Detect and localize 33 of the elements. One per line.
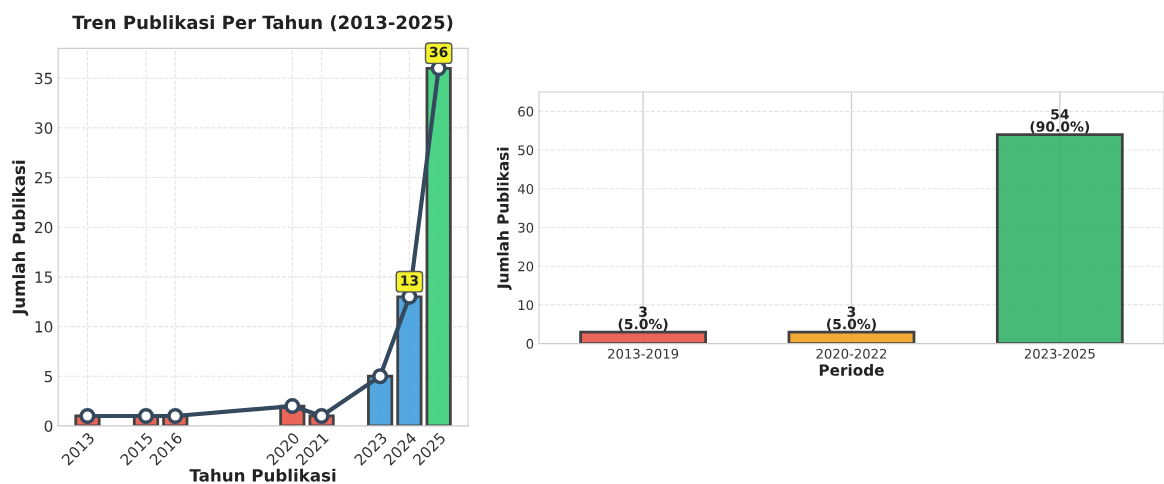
x-tick-label: 2020-2022 <box>816 348 887 359</box>
data-label: 36 <box>429 46 448 58</box>
data-label: 54 (90.0%) <box>1030 109 1090 134</box>
y-tick-label: 40 <box>517 183 534 194</box>
x-tick-label: 2013-2019 <box>608 348 679 359</box>
y-tick-label: 0 <box>526 338 534 349</box>
y-tick-label: 35 <box>35 72 52 85</box>
y-tick-label: 60 <box>518 106 534 117</box>
y-tick-label: 50 <box>518 145 534 156</box>
chart-title: Tren Publikasi Per Tahun (2013-2025) <box>72 15 453 32</box>
data-label: 13 <box>401 275 418 286</box>
y-axis-title: Jumlah Publikasi <box>12 160 29 316</box>
y-tick-label: 5 <box>44 370 52 383</box>
point <box>372 368 389 385</box>
y-tick-label: 25 <box>35 172 52 184</box>
point <box>138 407 154 424</box>
x-axis-title: Tahun Publikasi <box>189 468 336 482</box>
y-tick-label: 10 <box>518 300 534 311</box>
y-tick-label: 30 <box>35 122 53 134</box>
y-tick-label: 0 <box>44 420 53 432</box>
point <box>313 407 330 424</box>
x-tick-label: 2023-2025 <box>1024 348 1095 359</box>
data-label: 3 (5.0%) <box>618 306 668 331</box>
point <box>79 407 96 424</box>
y-tick-label: 30 <box>518 222 534 233</box>
point <box>167 407 184 424</box>
y-tick-label: 20 <box>35 221 53 234</box>
y-tick-label: 15 <box>35 271 52 283</box>
y-axis-title: Jumlah Publikasi <box>496 147 512 290</box>
y-tick-label: 20 <box>518 261 534 272</box>
data-label: 3 (5.0%) <box>827 306 876 331</box>
x-axis-title: Periode <box>819 364 884 376</box>
y-tick-label: 10 <box>35 321 53 333</box>
